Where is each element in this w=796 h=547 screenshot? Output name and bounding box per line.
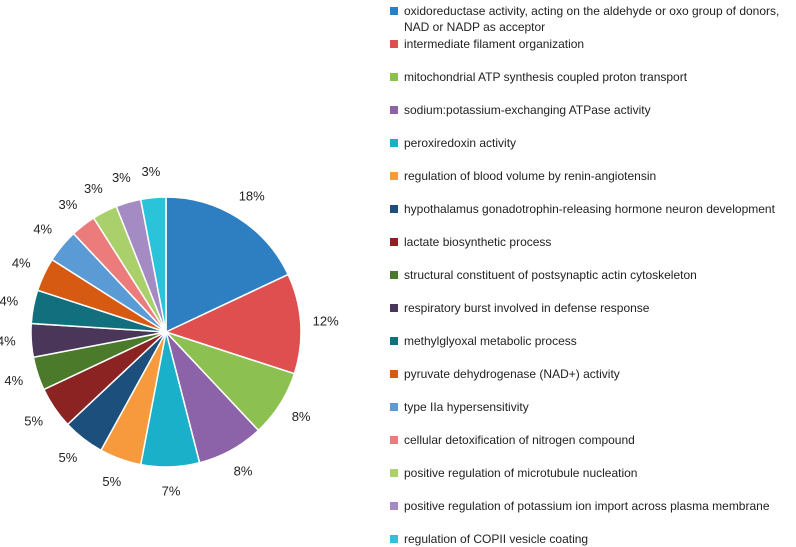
slice-percent-label: 3% xyxy=(112,170,131,185)
legend-swatch xyxy=(390,40,398,48)
legend-item: peroxiredoxin activity xyxy=(390,135,794,151)
legend-item: regulation of blood volume by renin-angi… xyxy=(390,168,794,184)
legend-item: pyruvate dehydrogenase (NAD+) activity xyxy=(390,366,794,382)
legend-label: type IIa hypersensitivity xyxy=(404,400,529,414)
legend-item: respiratory burst involved in defense re… xyxy=(390,300,794,316)
legend-swatch xyxy=(390,238,398,246)
legend-swatch xyxy=(390,502,398,510)
legend-swatch xyxy=(390,271,398,279)
legend-label: cellular detoxification of nitrogen comp… xyxy=(404,433,635,447)
legend-label: mitochondrial ATP synthesis coupled prot… xyxy=(404,70,688,84)
slice-percent-label: 3% xyxy=(59,197,78,212)
slice-percent-label: 3% xyxy=(84,181,103,196)
slice-percent-label: 12% xyxy=(313,313,339,328)
legend-label: lactate biosynthetic process xyxy=(404,235,552,249)
legend-swatch xyxy=(390,73,398,81)
legend-label: structural constituent of postsynaptic a… xyxy=(404,268,697,282)
legend-item: mitochondrial ATP synthesis coupled prot… xyxy=(390,69,794,85)
slice-percent-label: 7% xyxy=(162,483,181,498)
legend-swatch xyxy=(390,106,398,114)
legend-swatch xyxy=(390,436,398,444)
legend-label: methylglyoxal metabolic process xyxy=(404,334,577,348)
legend-swatch xyxy=(390,172,398,180)
legend-item: methylglyoxal metabolic process xyxy=(390,333,794,349)
legend-label: hypothalamus gonadotrophin-releasing hor… xyxy=(404,202,775,216)
legend-item: lactate biosynthetic process xyxy=(390,234,794,250)
legend-item: hypothalamus gonadotrophin-releasing hor… xyxy=(390,201,794,217)
slice-percent-label: 5% xyxy=(59,450,78,465)
legend-swatch xyxy=(390,205,398,213)
pie-slice-2 xyxy=(163,273,302,375)
slice-percent-label: 5% xyxy=(24,413,43,428)
legend-label: positive regulation of microtubule nucle… xyxy=(404,466,638,480)
slice-percent-label: 4% xyxy=(0,333,16,348)
legend-swatch xyxy=(390,403,398,411)
legend-item: intermediate filament organization xyxy=(390,36,794,52)
legend-item: type IIa hypersensitivity xyxy=(390,399,794,415)
legend-swatch xyxy=(390,304,398,312)
legend-label: pyruvate dehydrogenase (NAD+) activity xyxy=(404,367,620,381)
slice-percent-label: 4% xyxy=(12,255,31,270)
legend-label: sodium:potassium-exchanging ATPase activ… xyxy=(404,103,651,117)
legend-label: oxidoreductase activity, acting on the a… xyxy=(404,4,780,34)
slice-percent-label: 4% xyxy=(0,293,19,308)
legend-item: cellular detoxification of nitrogen comp… xyxy=(390,432,794,448)
legend-item: positive regulation of potassium ion imp… xyxy=(390,498,794,514)
slice-percent-label: 18% xyxy=(239,188,265,203)
legend-swatch xyxy=(390,337,398,345)
legend-label: peroxiredoxin activity xyxy=(404,136,517,150)
pie-slice-17 xyxy=(139,196,167,333)
legend-label: regulation of COPII vesicle coating xyxy=(404,532,589,546)
pie-slice-1 xyxy=(165,196,290,334)
slice-percent-label: 5% xyxy=(102,474,121,489)
legend-item: oxidoreductase activity, acting on the a… xyxy=(390,3,794,35)
legend-swatch xyxy=(390,139,398,147)
legend-item: regulation of COPII vesicle coating xyxy=(390,531,794,547)
slice-percent-label: 8% xyxy=(292,409,311,424)
slice-percent-label: 8% xyxy=(234,464,253,479)
legend-label: positive regulation of potassium ion imp… xyxy=(404,499,770,513)
legend-label: regulation of blood volume by renin-angi… xyxy=(404,169,657,183)
legend: oxidoreductase activity, acting on the a… xyxy=(390,0,796,547)
legend-swatch xyxy=(390,535,398,543)
slice-percent-label: 4% xyxy=(33,221,52,236)
legend-swatch xyxy=(390,370,398,378)
slice-percent-label: 4% xyxy=(4,373,23,388)
legend-item: sodium:potassium-exchanging ATPase activ… xyxy=(390,102,794,118)
slice-percent-label: 3% xyxy=(142,164,161,179)
legend-swatch xyxy=(390,469,398,477)
legend-label: respiratory burst involved in defense re… xyxy=(404,301,650,315)
legend-swatch xyxy=(390,7,398,15)
legend-label: intermediate filament organization xyxy=(404,37,585,51)
legend-item: positive regulation of microtubule nucle… xyxy=(390,465,794,481)
legend-item: structural constituent of postsynaptic a… xyxy=(390,267,794,283)
